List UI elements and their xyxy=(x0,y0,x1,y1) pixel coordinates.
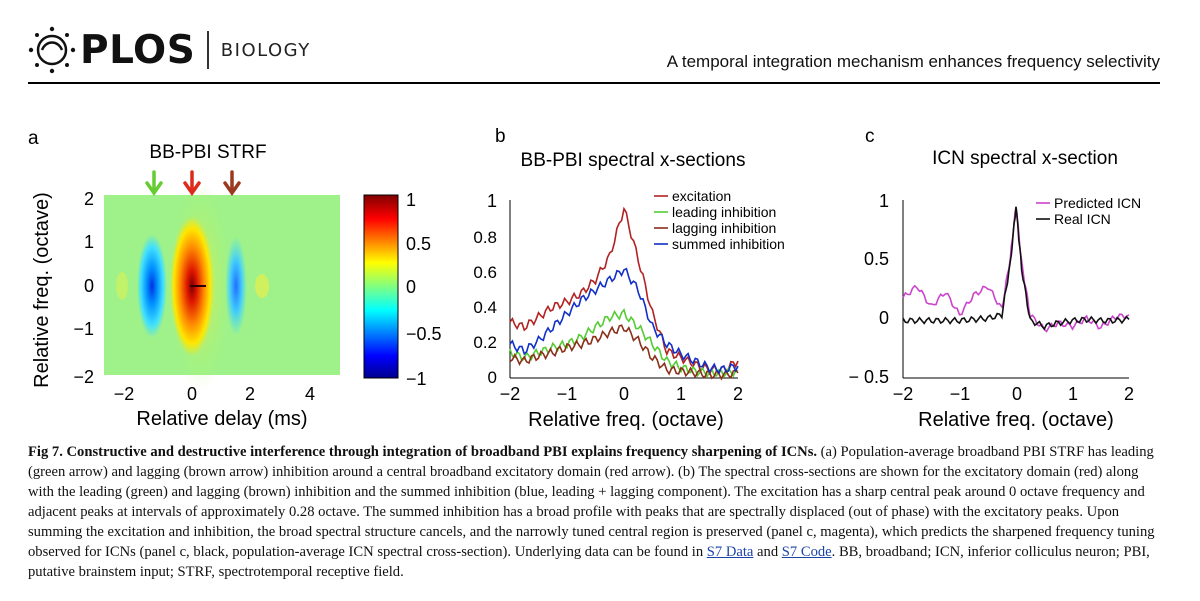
leading-inhibition-arrow xyxy=(145,170,163,197)
a-ytick: 1 xyxy=(84,232,94,252)
panel-c-series xyxy=(902,200,1130,379)
excitation-arrow xyxy=(183,170,201,197)
figure-caption: Fig 7. Constructive and destructive inte… xyxy=(28,442,1168,582)
c-ytick: 0 xyxy=(879,308,889,328)
s7-data-link[interactable]: S7 Data xyxy=(706,544,754,560)
caption-text: (a) Population-average broadband PBI STR… xyxy=(28,444,1155,560)
panel-b-series xyxy=(509,200,739,381)
c-xtick: 0 xyxy=(1012,384,1022,404)
caption-text: . BB, broadband; ICN, inferior colliculu… xyxy=(28,544,1150,580)
b-ytick: 0.6 xyxy=(473,263,497,282)
a-ytick: 2 xyxy=(84,189,94,209)
panel-a: a BB-PBI STRF 2 1 0 −1 −2 xyxy=(28,128,442,430)
panel-a-title: BB-PBI STRF xyxy=(149,142,266,163)
a-xtick: 4 xyxy=(305,384,315,404)
c-ytick: − 0.5 xyxy=(848,367,889,387)
running-title: A temporal integration mechanism enhance… xyxy=(666,52,1160,71)
colorbar-tick: 1 xyxy=(406,190,416,210)
c-xtick: −2 xyxy=(893,384,914,404)
panel-b-series-line xyxy=(509,324,739,381)
b-ytick: 0 xyxy=(488,368,497,387)
b-xtick: −1 xyxy=(557,384,578,404)
panel-c-legend-label: Predicted ICN xyxy=(1054,195,1141,211)
plos-logo-icon xyxy=(28,26,76,74)
panel-b: b BB-PBI spectral x-sections 1 0.8 0.6 0… xyxy=(473,126,784,431)
b-ytick: 0.2 xyxy=(473,333,497,352)
panel-b-series-line xyxy=(509,267,739,375)
caption-fig-label: Fig 7. Constructive and destructive inte… xyxy=(28,444,818,460)
brand-divider xyxy=(207,31,209,69)
a-ytick: −1 xyxy=(73,319,94,339)
panel-c-xlabel: Relative freq. (octave) xyxy=(918,409,1114,431)
strf-heatmap xyxy=(104,181,340,391)
journal-brand[interactable]: PLOS BIOLOGY xyxy=(28,26,311,74)
panel-b-legend-label: excitation xyxy=(672,188,731,204)
panel-b-label: b xyxy=(495,126,506,147)
a-xtick: 2 xyxy=(245,384,255,404)
colorbar xyxy=(363,194,399,379)
colorbar-tick: −1 xyxy=(406,369,427,389)
c-xtick: 2 xyxy=(1124,384,1134,404)
panel-b-legend-label: leading inhibition xyxy=(672,204,776,220)
panel-c-series-line xyxy=(902,206,1130,331)
a-ytick: −2 xyxy=(73,367,94,387)
panel-c-legend-label: Real ICN xyxy=(1054,211,1111,227)
a-ytick: 0 xyxy=(84,276,94,296)
b-ytick: 0.8 xyxy=(473,228,497,247)
panel-b-legend-label: lagging inhibition xyxy=(672,220,776,236)
colorbar-tick: −0.5 xyxy=(406,324,442,344)
a-xtick: 0 xyxy=(187,384,197,404)
panel-a-xlabel: Relative delay (ms) xyxy=(136,408,307,430)
header-divider xyxy=(28,82,1160,84)
journal-name: BIOLOGY xyxy=(220,39,311,61)
c-xtick: 1 xyxy=(1068,384,1078,404)
panel-a-ylabel: Relative freq. (octave) xyxy=(31,192,53,388)
panel-c-title: ICN spectral x-section xyxy=(932,148,1118,169)
panel-b-legend-label: summed inhibition xyxy=(672,236,785,252)
b-xtick: 2 xyxy=(733,384,743,404)
s7-code-link[interactable]: S7 Code xyxy=(781,544,832,560)
panel-c: c ICN spectral x-section 1 0.5 0 − 0.5 −… xyxy=(848,126,1141,431)
b-ytick: 1 xyxy=(487,191,497,211)
b-xtick: −2 xyxy=(500,384,521,404)
b-xtick: 0 xyxy=(619,384,629,404)
caption-text: and xyxy=(753,544,782,560)
panel-b-title: BB-PBI spectral x-sections xyxy=(521,150,746,171)
figure-7: a BB-PBI STRF 2 1 0 −1 −2 xyxy=(28,126,1141,431)
c-xtick: −1 xyxy=(950,384,971,404)
brand-wordmark: PLOS xyxy=(80,27,196,73)
panel-b-xlabel: Relative freq. (octave) xyxy=(528,409,724,431)
panel-c-label: c xyxy=(865,126,875,147)
b-xtick: 1 xyxy=(676,384,686,404)
a-xtick: −2 xyxy=(114,384,135,404)
b-ytick: 0.4 xyxy=(473,298,497,317)
colorbar-tick: 0.5 xyxy=(406,234,431,254)
c-ytick: 1 xyxy=(879,191,889,211)
c-ytick: 0.5 xyxy=(864,249,889,269)
panel-a-label: a xyxy=(28,128,39,149)
colorbar-tick: 0 xyxy=(406,277,416,297)
lagging-inhibition-arrow xyxy=(223,170,241,197)
